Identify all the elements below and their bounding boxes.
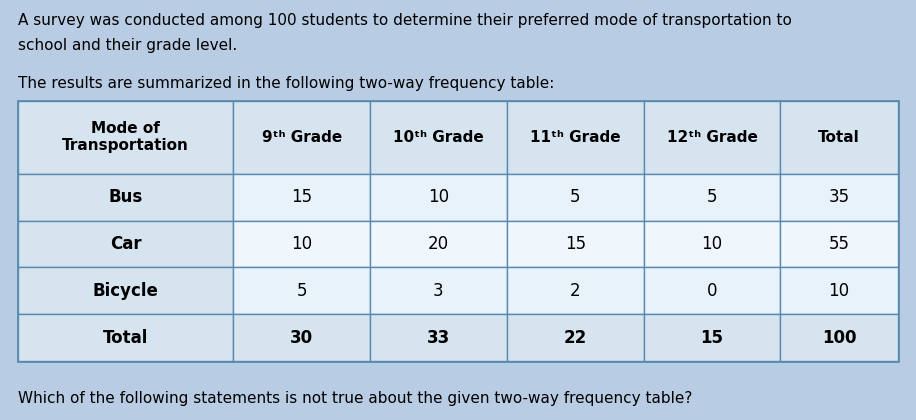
- Text: 10: 10: [428, 188, 449, 206]
- Text: 2: 2: [570, 282, 581, 300]
- Text: 35: 35: [828, 188, 850, 206]
- Text: 9ᵗʰ Grade: 9ᵗʰ Grade: [262, 130, 342, 145]
- Text: 55: 55: [829, 235, 849, 253]
- Text: Which of the following statements is not true about the given two-way frequency : Which of the following statements is not…: [18, 391, 692, 406]
- Text: 10: 10: [702, 235, 723, 253]
- Text: 10ᵗʰ Grade: 10ᵗʰ Grade: [393, 130, 484, 145]
- Text: 5: 5: [570, 188, 581, 206]
- Text: 0: 0: [707, 282, 717, 300]
- Text: 100: 100: [822, 329, 856, 347]
- Text: Bus: Bus: [109, 188, 143, 206]
- Text: Mode of
Transportation: Mode of Transportation: [62, 121, 190, 153]
- Text: 5: 5: [707, 188, 717, 206]
- Text: The results are summarized in the following two-way frequency table:: The results are summarized in the follow…: [18, 76, 555, 91]
- Text: 12ᵗʰ Grade: 12ᵗʰ Grade: [667, 130, 758, 145]
- Text: 30: 30: [290, 329, 313, 347]
- Text: 11ᵗʰ Grade: 11ᵗʰ Grade: [530, 130, 620, 145]
- Text: 3: 3: [433, 282, 443, 300]
- Text: Bicycle: Bicycle: [93, 282, 158, 300]
- Text: A survey was conducted among 100 students to determine their preferred mode of t: A survey was conducted among 100 student…: [18, 13, 792, 28]
- Text: 20: 20: [428, 235, 449, 253]
- Text: 15: 15: [701, 329, 724, 347]
- Text: 5: 5: [297, 282, 307, 300]
- Text: 33: 33: [427, 329, 450, 347]
- Text: 22: 22: [563, 329, 587, 347]
- Text: Total: Total: [818, 130, 860, 145]
- Text: 10: 10: [828, 282, 850, 300]
- Text: 15: 15: [564, 235, 586, 253]
- Text: 15: 15: [291, 188, 312, 206]
- Text: 10: 10: [291, 235, 312, 253]
- Text: school and their grade level.: school and their grade level.: [18, 38, 237, 53]
- Text: Car: Car: [110, 235, 142, 253]
- Text: Total: Total: [104, 329, 148, 347]
